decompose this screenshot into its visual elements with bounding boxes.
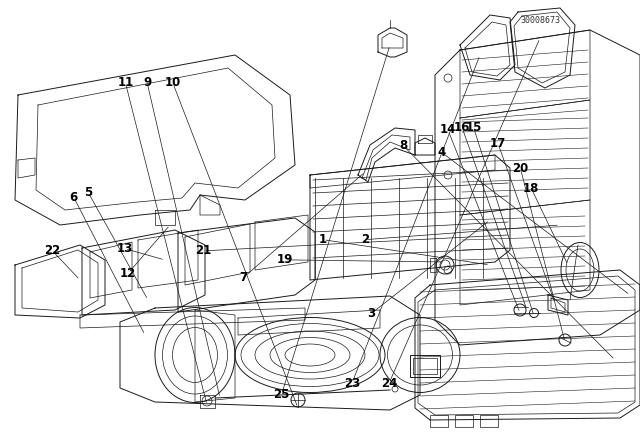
Text: 12: 12 bbox=[120, 267, 136, 280]
Text: 11: 11 bbox=[117, 76, 134, 90]
Text: 19: 19 bbox=[276, 253, 293, 267]
Text: 21: 21 bbox=[195, 244, 212, 258]
Text: 15: 15 bbox=[465, 121, 482, 134]
Text: 14: 14 bbox=[440, 123, 456, 137]
Text: 25: 25 bbox=[273, 388, 290, 401]
Text: 16: 16 bbox=[454, 121, 470, 134]
Bar bbox=[430, 415, 448, 427]
Text: 23: 23 bbox=[344, 376, 360, 390]
Text: 4: 4 bbox=[438, 146, 445, 159]
Text: 10: 10 bbox=[164, 76, 181, 90]
Text: 30008673: 30008673 bbox=[521, 16, 561, 25]
Bar bbox=[410, 355, 440, 377]
Text: 13: 13 bbox=[116, 242, 133, 255]
Text: 17: 17 bbox=[490, 137, 506, 150]
Text: 8: 8 bbox=[399, 139, 407, 152]
Text: 5: 5 bbox=[84, 186, 92, 199]
Text: 18: 18 bbox=[523, 181, 540, 195]
Text: 22: 22 bbox=[44, 244, 61, 258]
Bar bbox=[413, 358, 437, 374]
Text: 2: 2 bbox=[361, 233, 369, 246]
Text: 6: 6 bbox=[70, 190, 77, 204]
Text: 24: 24 bbox=[381, 376, 397, 390]
Text: 3: 3 bbox=[367, 307, 375, 320]
Bar bbox=[455, 415, 473, 427]
Bar bbox=[480, 415, 498, 427]
Text: 20: 20 bbox=[512, 161, 529, 175]
Text: 7: 7 bbox=[239, 271, 247, 284]
Text: 1: 1 bbox=[319, 233, 327, 246]
Text: 9: 9 bbox=[143, 76, 151, 90]
